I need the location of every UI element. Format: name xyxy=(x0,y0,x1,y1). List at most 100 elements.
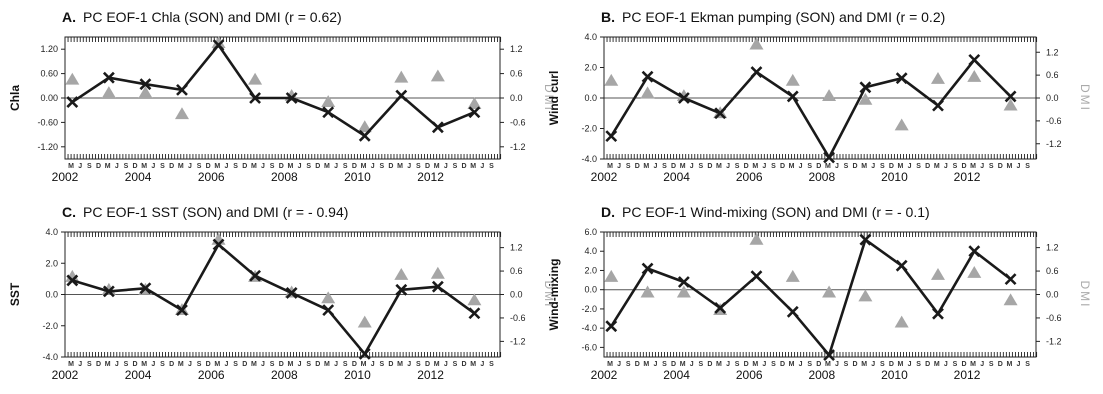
month-label: J xyxy=(407,361,411,368)
y-tick-label: -2.0 xyxy=(42,321,58,331)
month-label: J xyxy=(690,361,694,368)
pc-x-marker-point xyxy=(895,259,908,272)
pc-x-marker-point xyxy=(786,90,799,103)
y-right-axis-label: DMI xyxy=(542,84,556,112)
pc-x-marker-point xyxy=(285,92,298,104)
month-label: J xyxy=(371,361,375,368)
y-right-axis-label: DMI xyxy=(542,281,556,309)
panel-title: B. PC EOF-1 Ekman pumping (SON) and DMI (… xyxy=(601,9,945,25)
dmi-triangle-point xyxy=(1003,293,1018,306)
pc-x-marker-point xyxy=(66,96,79,108)
month-label: M xyxy=(68,163,74,170)
y-right-tick-label: -0.6 xyxy=(1046,116,1062,126)
month-label: S xyxy=(953,361,958,368)
pc-x-marker-point xyxy=(139,78,152,91)
year-label: 2004 xyxy=(663,368,690,382)
y-tick-label: -4.0 xyxy=(581,154,597,164)
y-right-tick-label: -1.2 xyxy=(1046,336,1062,346)
pc-x-marker-point xyxy=(823,151,835,164)
month-label: D xyxy=(96,163,101,170)
month-label: S xyxy=(87,361,92,368)
pc-x-marker-point xyxy=(212,39,225,52)
dmi-triangle-point xyxy=(930,267,945,280)
year-label: 2008 xyxy=(271,368,298,382)
month-label: J xyxy=(617,361,621,368)
pc-x-marker-point xyxy=(395,283,408,296)
pc-x-marker-point xyxy=(66,274,79,287)
panel-letter: A. xyxy=(62,9,76,25)
month-label: J xyxy=(334,163,338,170)
pc-x-marker-point xyxy=(176,83,188,96)
month-label: S xyxy=(989,163,994,170)
pc-x-marker-point xyxy=(431,280,444,293)
pc-series-line xyxy=(610,58,1012,159)
month-label: J xyxy=(261,163,265,170)
pc-x-marker-point xyxy=(641,70,654,83)
month-label: D xyxy=(744,361,749,368)
year-label: 2012 xyxy=(417,368,444,382)
pc-x-marker-point xyxy=(605,130,618,143)
month-label: M xyxy=(898,163,904,170)
month-label: J xyxy=(407,163,411,170)
month-label: M xyxy=(434,361,440,368)
month-label: J xyxy=(261,361,265,368)
pc-x-marker-point xyxy=(322,304,335,317)
month-label: S xyxy=(489,361,494,368)
dmi-triangle-point xyxy=(822,89,837,101)
pc-x-marker-point xyxy=(322,106,335,119)
month-label: J xyxy=(1017,361,1021,368)
pc-x-marker-point xyxy=(714,107,727,120)
dmi-triangle-point xyxy=(211,36,226,48)
panel-letter: C. xyxy=(62,204,76,220)
dmi-triangle-point xyxy=(430,266,445,279)
panel-b: B. PC EOF-1 Ekman pumping (SON) and DMI (… xyxy=(547,9,1092,184)
month-label: M xyxy=(789,163,795,170)
month-label: S xyxy=(626,361,631,368)
month-label: S xyxy=(698,361,703,368)
month-label: J xyxy=(188,361,192,368)
pc-x-marker-point xyxy=(431,121,444,134)
month-label: M xyxy=(68,361,74,368)
month-label: J xyxy=(1017,163,1021,170)
month-label: M xyxy=(287,163,293,170)
y-right-tick-label: -0.6 xyxy=(510,313,526,323)
year-label: 2012 xyxy=(417,170,444,184)
y-right-tick-label: 0.6 xyxy=(510,69,523,79)
month-label: S xyxy=(807,361,812,368)
month-label: S xyxy=(626,163,631,170)
month-label: S xyxy=(735,361,740,368)
month-label: D xyxy=(780,163,785,170)
month-label: M xyxy=(324,163,330,170)
pc-x-marker-point xyxy=(677,92,690,104)
month-label: M xyxy=(105,163,111,170)
y-tick-label: -2.0 xyxy=(581,304,597,314)
pc-x-marker-point xyxy=(358,129,371,142)
dmi-triangle-point xyxy=(640,285,655,298)
year-label: 2006 xyxy=(198,170,225,184)
panel-title-text: PC EOF-1 Wind-mixing (SON) and DMI (r = … xyxy=(622,204,930,220)
month-label: S xyxy=(233,361,238,368)
y-axis-label: Wind curl xyxy=(547,71,561,126)
month-label: S xyxy=(306,163,311,170)
dmi-triangle-point xyxy=(676,89,691,101)
month-label: J xyxy=(726,163,730,170)
y-tick-label: 0.0 xyxy=(45,290,58,300)
y-right-tick-label: -0.6 xyxy=(1046,313,1062,323)
month-label: S xyxy=(124,361,129,368)
dmi-triangle-point xyxy=(65,72,80,85)
pc-x-marker-point xyxy=(750,270,763,283)
month-label: S xyxy=(989,361,994,368)
month-label: S xyxy=(953,163,958,170)
month-ticks xyxy=(603,37,1038,159)
month-label: S xyxy=(807,163,812,170)
dmi-triangle-point xyxy=(138,86,153,99)
year-label: 2010 xyxy=(344,368,371,382)
pc-x-marker-point xyxy=(786,305,799,318)
month-label: M xyxy=(141,163,147,170)
month-label: D xyxy=(671,163,676,170)
dmi-triangle-point xyxy=(785,73,800,86)
panel-title-text: PC EOF-1 Ekman pumping (SON) and DMI (r … xyxy=(622,9,945,25)
dmi-triangle-point xyxy=(967,70,982,82)
month-label: J xyxy=(188,163,192,170)
y-tick-label: -2.0 xyxy=(581,124,597,134)
